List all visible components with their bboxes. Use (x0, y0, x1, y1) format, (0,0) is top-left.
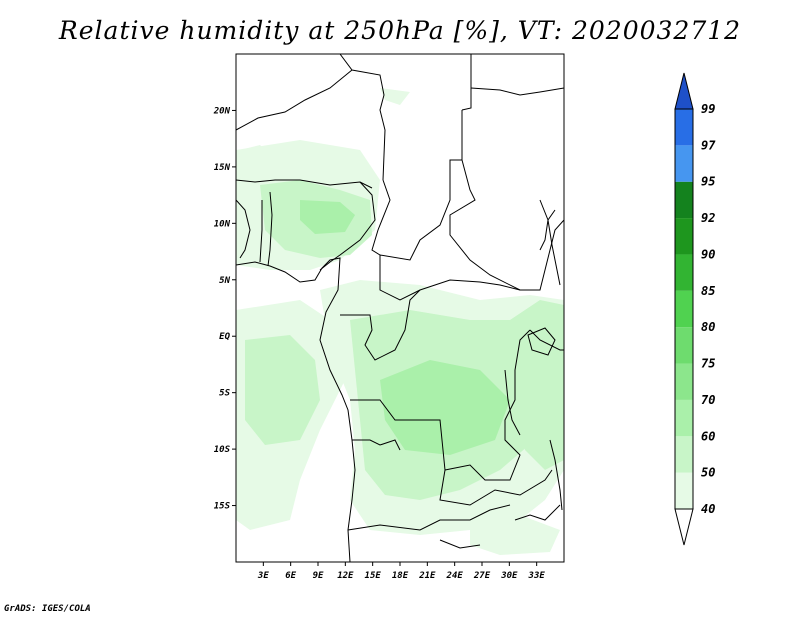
border-east (529, 329, 564, 351)
coastline-west (236, 257, 356, 562)
y-tick-label: 5N (219, 276, 230, 286)
y-axis: 20N 15N 10N 5N EQ 5S 10S 15S (213, 106, 236, 512)
x-tick-label: 21E (418, 571, 436, 581)
humidity-shading (236, 88, 564, 555)
colorbar-label: 60 (701, 429, 715, 443)
colorbar-segment (675, 109, 693, 146)
colorbar-segment (675, 472, 693, 509)
border-south-1 (439, 539, 481, 549)
colorbar-segment (675, 363, 693, 400)
humidity-area-ocean-inner (245, 335, 320, 445)
border-westafrica-2 (259, 200, 263, 263)
x-tick-label: 27E (473, 571, 491, 581)
humidity-area-north (380, 88, 410, 105)
border-mali-niger (236, 69, 353, 131)
colorbar-label: 40 (701, 502, 715, 516)
colorbar-label: 95 (701, 175, 715, 189)
y-tick-label: 10S (214, 445, 231, 455)
border-lake-malawi (549, 439, 563, 511)
x-tick-label: 18E (392, 571, 409, 581)
border-zambia (439, 469, 553, 506)
colorbar-under-triangle (674, 508, 694, 546)
border-congo (340, 289, 421, 361)
border-south-east (514, 504, 561, 521)
x-tick-label: 12E (337, 571, 354, 581)
humidity-area-south (470, 515, 560, 555)
humidity-core-congo (380, 360, 510, 455)
colorbar-label: 50 (701, 466, 715, 480)
x-tick-label: 6E (285, 571, 296, 581)
colorbar-label: 97 (701, 138, 716, 152)
border-westafrica-1 (236, 199, 251, 259)
border-namibia (347, 504, 511, 531)
colorbar-segment (675, 327, 693, 364)
colorbar-label: 80 (701, 320, 715, 334)
humidity-area-eastafrica (510, 300, 564, 470)
colorbar-label: 75 (701, 357, 715, 371)
colorbar-label: 90 (701, 247, 715, 261)
x-tick-label: 33E (528, 571, 546, 581)
y-tick-label: EQ (219, 332, 230, 342)
border-libya-egypt (461, 54, 472, 111)
x-tick-label: 3E (257, 571, 269, 581)
border-lake-tanganyika (504, 369, 521, 436)
x-tick-label: 24E (446, 571, 464, 581)
colorbar-label: 70 (701, 393, 715, 407)
y-tick-label: 15N (214, 163, 231, 173)
colorbar-label: 99 (701, 102, 715, 116)
colorbar-over-triangle (674, 72, 694, 110)
grads-credit: GrADS: IGES/COLA (4, 604, 91, 614)
coastline-east-africa (539, 199, 561, 286)
x-tick-label: 15E (365, 571, 382, 581)
border-nigeria-cameroon (319, 181, 376, 271)
colorbar-segment (675, 254, 693, 291)
colorbar-segment (675, 399, 693, 437)
border-drc-south (350, 329, 531, 481)
x-axis: 3E 6E 9E 12E 15E 18E 21E 24E 27E 30E 33E (257, 562, 545, 581)
borders (236, 54, 564, 562)
colorbar-segment (675, 290, 693, 328)
humidity-area-sahel (240, 145, 275, 175)
colorbar: 40 50 60 70 75 80 85 90 92 95 97 99 (674, 72, 716, 546)
border-cameroon-car (379, 255, 521, 301)
colorbar-label: 85 (701, 284, 715, 298)
map-title: Relative humidity at 250hPa [%], VT: 202… (58, 16, 742, 45)
colorbar-label: 92 (701, 211, 715, 225)
colorbar-segment (675, 436, 693, 473)
border-westafrica-3 (267, 191, 273, 267)
humidity-core-nigeria (300, 200, 355, 234)
colorbar-segment (675, 181, 693, 219)
coastline-north-east (470, 87, 564, 96)
colorbar-segment (675, 218, 693, 255)
colorbar-segment (675, 145, 693, 182)
border-angola-zambia (352, 439, 401, 451)
border-lake-victoria (527, 327, 556, 356)
colorbar-outline (674, 108, 694, 510)
border-chad (371, 110, 463, 261)
border-ethiopia (539, 209, 556, 251)
x-tick-label: 9E (313, 571, 324, 581)
border-sudan (449, 159, 564, 291)
y-tick-label: 5S (219, 389, 230, 399)
y-tick-label: 20N (213, 106, 231, 116)
y-tick-label: 10N (214, 219, 231, 229)
x-tick-label: 30E (500, 571, 518, 581)
y-tick-label: 15S (214, 502, 231, 512)
